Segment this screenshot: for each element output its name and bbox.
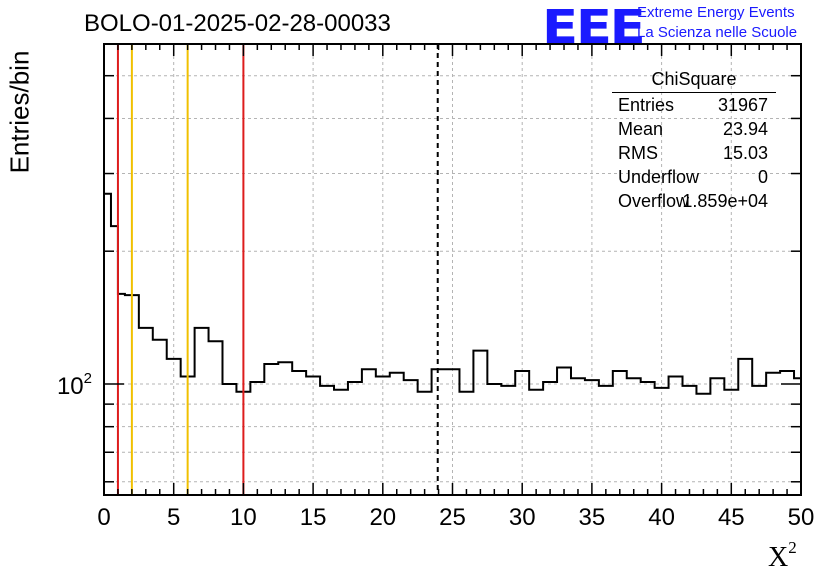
stats-value: 0 [757, 167, 768, 187]
x-tick-label: 35 [579, 504, 606, 531]
stats-value: 1.859e+04 [682, 191, 768, 211]
x-tick-label: 50 [788, 504, 815, 531]
x-tick-label: 15 [300, 504, 327, 531]
stats-value: 15.03 [722, 143, 768, 163]
stats-label: RMS [618, 143, 658, 163]
stats-label: Mean [618, 119, 664, 139]
chart-title: BOLO-01-2025-02-28-00033 [84, 10, 391, 37]
y-tick-label-exponent: 2 [84, 370, 92, 387]
x-tick-label: 40 [648, 504, 675, 531]
x-tick-label: 25 [439, 504, 466, 531]
y-tick-label: 102 [57, 370, 92, 400]
stats-row-overflow: Overflow 1.859e+04 [612, 189, 776, 213]
logo-line-2: La Scienza nelle Scuole [637, 24, 798, 41]
stats-value: 31967 [717, 95, 768, 115]
x-axis-label-symbol: X [768, 542, 789, 573]
y-axis-label: Entries/bin [4, 50, 35, 174]
stats-row-mean: Mean 23.94 [612, 117, 776, 141]
x-tick-label: 10 [230, 504, 257, 531]
stats-box: ChiSquare Entries 31967 Mean 23.94 RMS 1… [612, 66, 776, 213]
stats-label: Underflow [618, 167, 700, 187]
stats-row-entries: Entries 31967 [612, 93, 776, 117]
stats-value: 23.94 [722, 119, 768, 139]
eee-logo-mark: EEE [542, 0, 646, 54]
stats-title: ChiSquare [612, 66, 776, 93]
x-tick-label: 20 [369, 504, 396, 531]
x-tick-label: 45 [718, 504, 745, 531]
x-tick-label: 5 [167, 504, 180, 531]
logo-line-1: Extreme Energy Events [637, 4, 795, 21]
stats-label: Overflow [618, 191, 690, 211]
y-tick-label-base: 10 [57, 373, 84, 400]
histogram-series [104, 192, 801, 395]
x-tick-label: 30 [509, 504, 536, 531]
x-axis-label: X2 [768, 538, 797, 574]
stats-row-underflow: Underflow 0 [612, 165, 776, 189]
x-axis-label-superscript: 2 [788, 538, 797, 557]
stats-label: Entries [618, 95, 675, 115]
x-tick-label: 0 [97, 504, 110, 531]
stats-row-rms: RMS 15.03 [612, 141, 776, 165]
